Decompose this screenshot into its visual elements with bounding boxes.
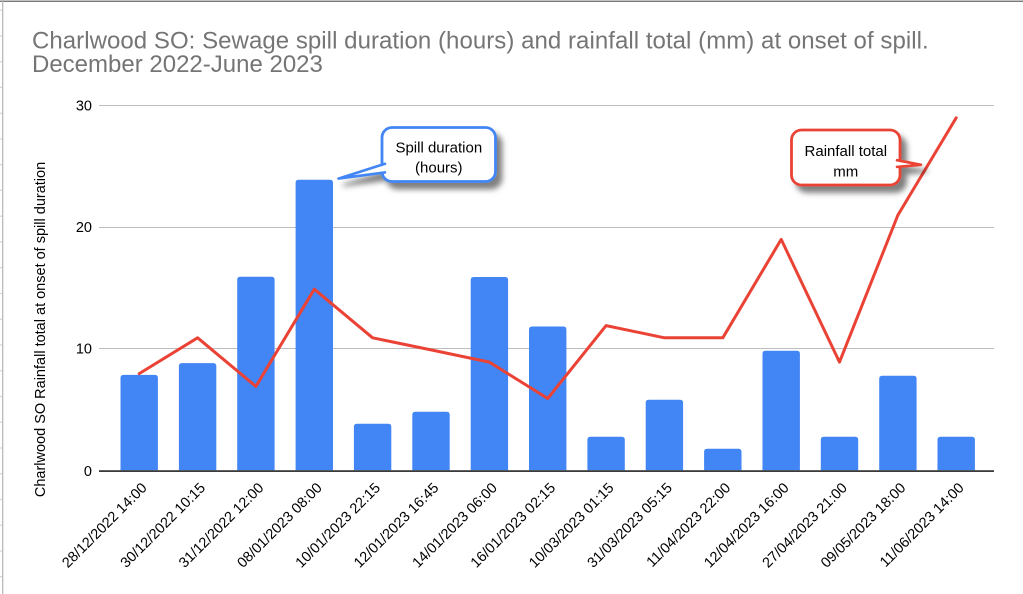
svg-text:20: 20	[76, 220, 92, 236]
svg-text:mm: mm	[833, 163, 858, 180]
svg-text:December 2022-June 2023: December 2022-June 2023	[32, 51, 323, 78]
svg-text:0: 0	[84, 464, 92, 480]
svg-text:Charlwood SO Rainfall total at: Charlwood SO Rainfall total at onset of …	[33, 162, 49, 497]
svg-text:Rainfall total: Rainfall total	[805, 143, 888, 160]
svg-text:10: 10	[76, 342, 92, 358]
svg-text:30: 30	[76, 99, 92, 115]
svg-text:Charlwood SO: Sewage spill dur: Charlwood SO: Sewage spill duration (hou…	[32, 27, 929, 54]
svg-text:Spill duration: Spill duration	[395, 140, 482, 157]
svg-text:(hours): (hours)	[415, 160, 463, 177]
